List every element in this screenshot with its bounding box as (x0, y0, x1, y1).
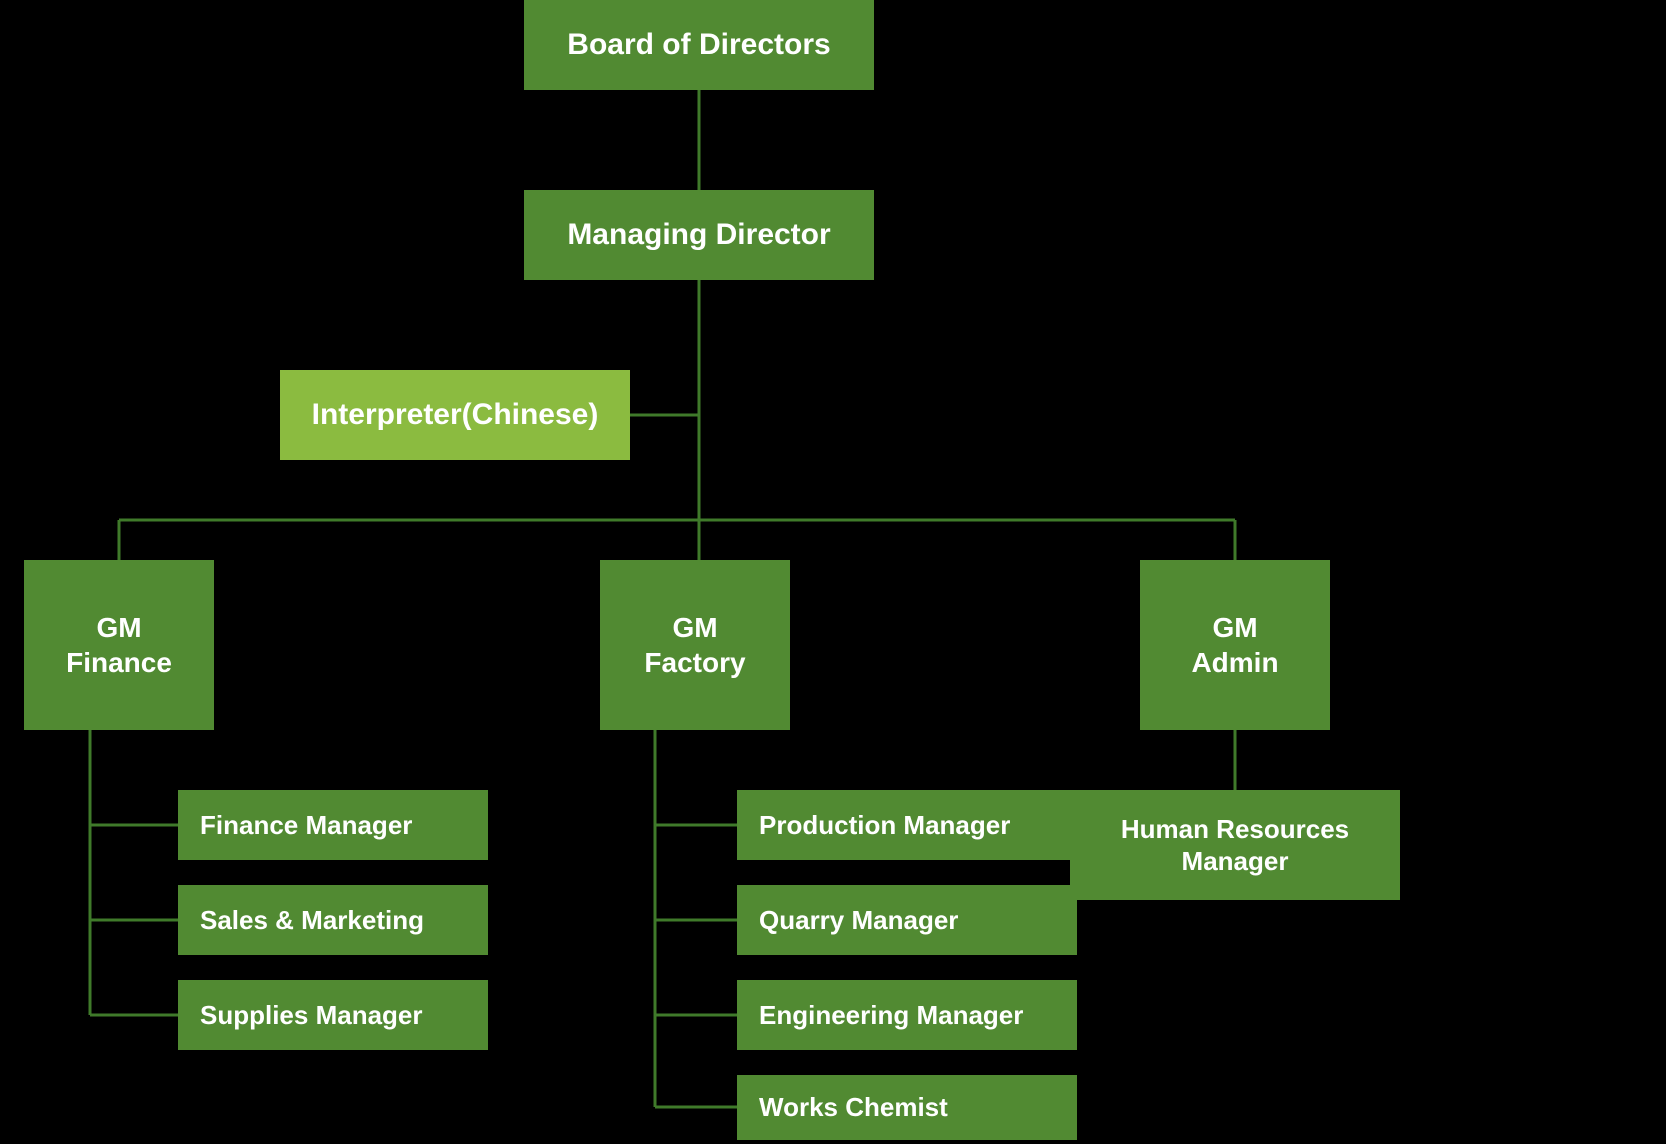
node-label: Finance Manager (200, 809, 412, 842)
node-label: GMFactory (644, 610, 745, 680)
node-finance-manager: Finance Manager (178, 790, 488, 860)
node-hr-manager: Human ResourcesManager (1070, 790, 1400, 900)
node-label: Supplies Manager (200, 999, 423, 1032)
node-interpreter: Interpreter(Chinese) (280, 370, 630, 460)
node-production-manager: Production Manager (737, 790, 1077, 860)
node-managing-director: Managing Director (524, 190, 874, 280)
node-gm-finance: GMFinance (24, 560, 214, 730)
node-quarry-manager: Quarry Manager (737, 885, 1077, 955)
node-label: Works Chemist (759, 1091, 948, 1124)
node-works-chemist: Works Chemist (737, 1075, 1077, 1140)
node-label: Quarry Manager (759, 904, 958, 937)
node-board-of-directors: Board of Directors (524, 0, 874, 90)
org-chart-connectors (0, 0, 1666, 1144)
node-label: Interpreter(Chinese) (312, 396, 599, 434)
node-supplies-manager: Supplies Manager (178, 980, 488, 1050)
node-gm-admin: GMAdmin (1140, 560, 1330, 730)
node-label: Engineering Manager (759, 999, 1023, 1032)
node-label: Production Manager (759, 809, 1010, 842)
node-label: GMAdmin (1191, 610, 1278, 680)
node-label: Sales & Marketing (200, 904, 424, 937)
node-sales-marketing: Sales & Marketing (178, 885, 488, 955)
node-label: GMFinance (66, 610, 172, 680)
node-label: Human ResourcesManager (1121, 813, 1349, 878)
node-label: Board of Directors (567, 26, 830, 64)
node-engineering-manager: Engineering Manager (737, 980, 1077, 1050)
node-label: Managing Director (567, 216, 830, 254)
node-gm-factory: GMFactory (600, 560, 790, 730)
